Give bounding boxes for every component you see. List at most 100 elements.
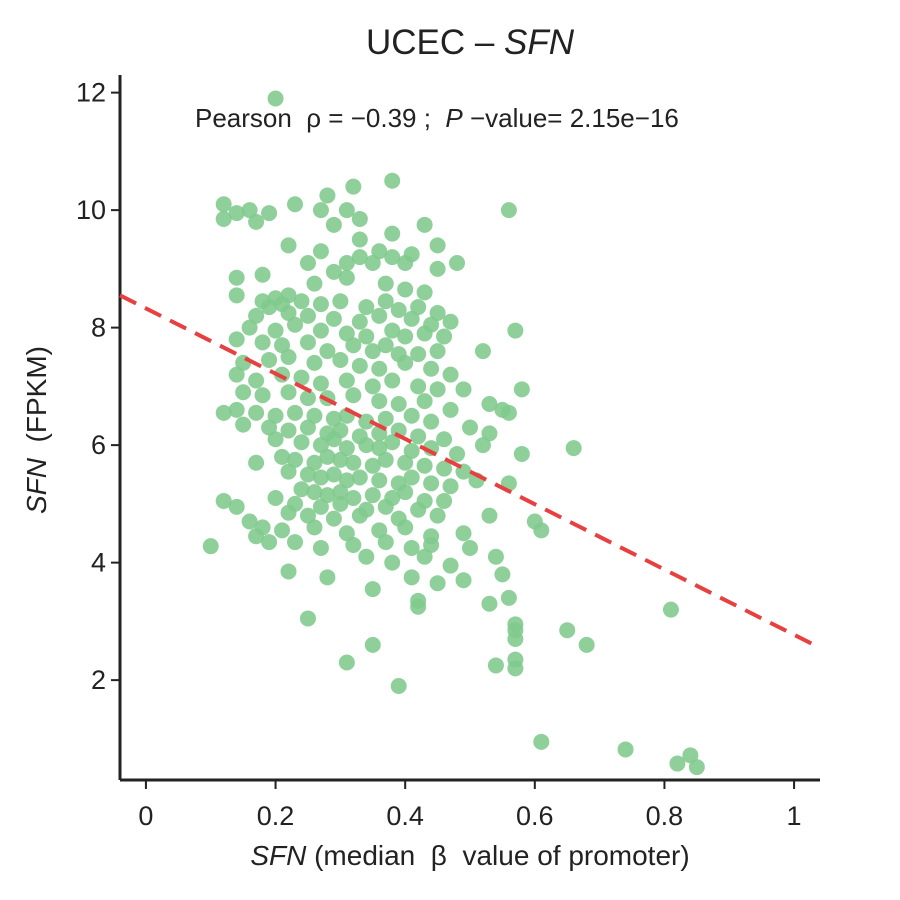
data-point — [241, 513, 258, 530]
data-point — [293, 293, 310, 310]
data-point — [384, 322, 401, 339]
data-point — [397, 328, 414, 345]
data-point — [578, 636, 595, 653]
data-point — [351, 507, 368, 524]
data-point — [358, 413, 375, 430]
data-point — [338, 440, 355, 457]
y-tick-label: 4 — [91, 548, 106, 578]
annotation-pvalue: −value= 2.15e−16 — [463, 103, 679, 133]
data-point — [254, 334, 271, 351]
data-point — [299, 466, 316, 483]
data-point — [306, 454, 323, 471]
data-point — [299, 507, 316, 524]
data-point — [293, 481, 310, 498]
data-point — [261, 419, 278, 436]
data-point — [500, 589, 517, 606]
data-point — [351, 313, 368, 330]
data-point — [319, 343, 336, 360]
data-point — [338, 202, 355, 219]
data-point — [261, 299, 278, 316]
x-ticks: 0 0.2 0.4 0.6 0.8 1 — [138, 780, 802, 831]
data-point — [248, 307, 265, 324]
data-point — [377, 275, 394, 292]
data-point — [228, 205, 245, 222]
data-point — [455, 572, 472, 589]
data-point — [228, 287, 245, 304]
data-point — [384, 554, 401, 571]
data-point — [267, 90, 284, 107]
data-point — [287, 404, 303, 421]
data-point — [507, 322, 524, 339]
data-point — [403, 407, 420, 424]
data-point — [345, 537, 362, 553]
data-point — [325, 466, 342, 483]
data-point — [487, 548, 504, 565]
data-point — [312, 322, 329, 339]
data-point — [487, 657, 504, 674]
data-point — [410, 378, 427, 395]
data-point — [338, 325, 355, 342]
data-point — [287, 451, 303, 468]
data-point — [280, 237, 297, 254]
data-point — [254, 387, 271, 404]
data-point — [267, 431, 284, 448]
data-point — [274, 337, 291, 354]
data-point — [377, 337, 394, 354]
data-point — [384, 249, 401, 266]
data-point — [410, 428, 427, 445]
data-point — [371, 360, 388, 377]
data-point — [403, 569, 420, 586]
data-point — [325, 410, 342, 427]
data-point — [449, 255, 466, 271]
data-point — [662, 601, 679, 618]
data-point — [338, 372, 355, 389]
y-axis-title-rest: (FPKM) — [21, 346, 52, 458]
data-point — [228, 498, 245, 515]
data-point — [397, 281, 414, 298]
pearson-annotation: Pearson ρ = −0.39 ; P −value= 2.15e−16 — [195, 103, 679, 133]
x-axis-title-rest: (median β value of promoter) — [306, 840, 689, 871]
data-point — [436, 328, 453, 345]
x-tick-label: 0.2 — [257, 801, 295, 831]
data-point — [319, 487, 336, 504]
data-point — [215, 196, 232, 213]
data-point — [215, 492, 232, 509]
data-point — [513, 381, 530, 398]
data-point — [299, 419, 316, 436]
data-point — [410, 299, 427, 316]
data-point — [325, 216, 342, 233]
data-point — [364, 255, 381, 271]
data-point — [429, 343, 446, 360]
data-point — [332, 495, 349, 512]
data-point — [481, 507, 498, 524]
data-point — [397, 354, 414, 371]
x-tick-label: 0.8 — [646, 801, 684, 831]
data-point — [228, 331, 245, 348]
data-point — [513, 445, 530, 462]
data-point — [306, 407, 323, 424]
data-point — [403, 539, 420, 556]
data-point — [332, 451, 349, 468]
x-tick-label: 0.4 — [386, 801, 424, 831]
data-point — [364, 378, 381, 395]
data-point — [248, 404, 265, 421]
data-point — [351, 231, 368, 248]
data-point — [377, 293, 394, 310]
annotation-stat: Pearson ρ = −0.39 ; — [195, 103, 445, 133]
data-point — [299, 610, 316, 627]
title-gene: SFN — [504, 23, 575, 62]
data-point — [312, 539, 329, 556]
data-point — [351, 210, 368, 227]
data-point — [390, 422, 407, 439]
x-axis-title-gene: SFN — [250, 840, 307, 871]
data-point — [306, 354, 323, 371]
data-point — [312, 437, 329, 454]
data-point — [397, 484, 414, 501]
data-point — [287, 196, 303, 213]
data-point — [390, 678, 407, 694]
data-point — [410, 598, 427, 615]
data-point — [481, 595, 498, 612]
data-point — [345, 178, 362, 195]
data-point — [403, 469, 420, 486]
data-point — [351, 469, 368, 486]
